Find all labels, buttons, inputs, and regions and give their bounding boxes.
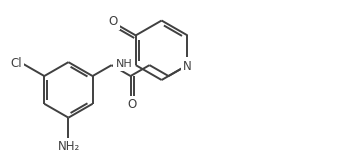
Text: O: O [127,98,136,111]
Text: O: O [109,15,118,28]
Text: NH₂: NH₂ [58,140,81,153]
Text: N: N [184,60,193,73]
Text: N: N [183,60,192,73]
Text: Cl: Cl [10,57,22,70]
Text: NH: NH [115,59,132,69]
